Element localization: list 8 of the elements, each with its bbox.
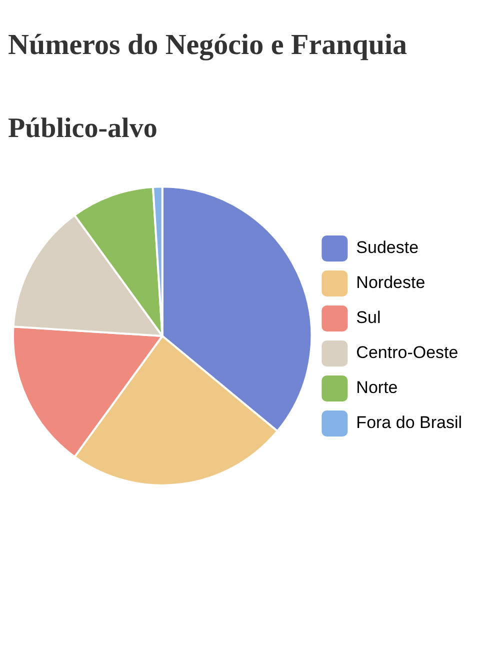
- legend-label: Centro-Oeste: [356, 343, 458, 362]
- legend-label: Norte: [356, 378, 398, 398]
- legend-label: Sul: [356, 308, 381, 328]
- legend-label: Fora do Brasil: [356, 413, 462, 432]
- legend-label: Sudeste: [356, 238, 419, 258]
- legend-label: Nordeste: [356, 273, 426, 292]
- chart-subtitle: Público-alvo: [8, 112, 158, 146]
- chart-title: Números do Negócio e Franquia: [8, 28, 408, 62]
